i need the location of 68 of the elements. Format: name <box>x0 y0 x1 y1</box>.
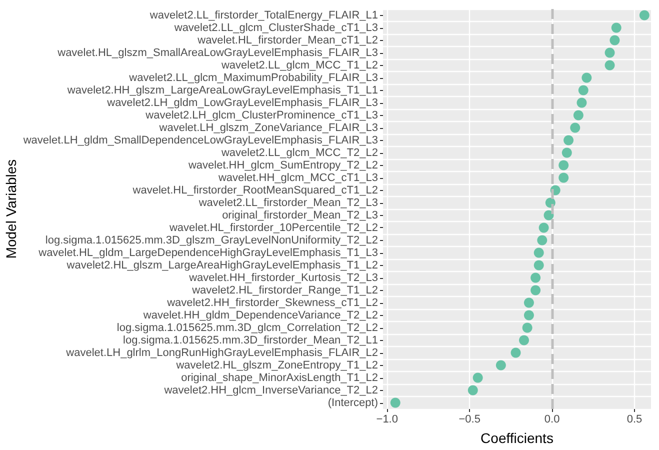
point <box>538 222 549 233</box>
y-tick-label: wavelet.HL_glszm_SmallAreaLowGrayLevelEmphasis_FLAIR_L3 <box>56 46 378 59</box>
y-tick-label: wavelet.LH_gldm_SmallDependenceLowGrayLevelEmphasis_FLAIR_L3 <box>22 134 378 146</box>
y-tick-label: wavelet2.HH_firstorder_Skewness_cT1_L2 <box>166 296 378 309</box>
point <box>496 360 506 370</box>
y-tick-label: wavelet2.HL_glszm_LargeAreaHighGrayLevelEmphasis_T1_L2 <box>66 259 378 272</box>
y-tick-label: wavelet2.LL_glcm_MCC_T1_L2 <box>220 59 378 72</box>
y-axis-title: Model Variables <box>3 159 19 259</box>
point <box>530 285 541 296</box>
point <box>576 98 587 108</box>
point <box>610 35 620 46</box>
y-tick-label: wavelet2.HH_glcm_InverseVariance_T2_L2 <box>163 384 378 396</box>
y-tick-label: wavelet2.LL_firstorder_TotalEnergy_FLAIR_L1 <box>148 9 378 22</box>
point <box>524 298 534 308</box>
point <box>573 110 584 120</box>
point <box>562 148 572 158</box>
y-tick-label: wavelet2.HH_glszm_LargeAreaLowGrayLevelEmphasis_T1_L1 <box>66 84 378 96</box>
x-tick-label: −0.5 <box>458 414 480 426</box>
y-tick-label: wavelet2.LL_glcm_MaximumProbability_FLAIR_L3 <box>128 72 378 84</box>
point <box>519 335 530 346</box>
y-tick-label: wavelet2.HL_glszm_ZoneEntropy_T1_L2 <box>175 359 378 372</box>
point <box>390 398 400 408</box>
y-tick-label: wavelet.LH_glrlm_LongRunHighGrayLevelEmphasis_FLAIR_L2 <box>65 346 378 359</box>
point <box>510 348 521 358</box>
y-tick-label: log.sigma.1.015625.mm.3D_glszm_GrayLevelNonUniformity_T2_L2 <box>45 234 378 246</box>
point <box>604 60 615 70</box>
x-tick-label: 0.5 <box>626 414 642 426</box>
y-tick-label: wavelet2.HL_firstorder_Range_T1_L2 <box>191 284 378 296</box>
point <box>472 372 483 383</box>
point <box>468 385 478 396</box>
point <box>524 310 534 320</box>
x-tick-label: −1.0 <box>376 414 398 426</box>
y-tick-label: wavelet.HL_firstorder_10Percentile_T2_L2 <box>168 222 378 234</box>
y-tick-label: wavelet2.LL_glcm_MCC_T2_L2 <box>220 146 378 159</box>
y-tick-label: wavelet.HL_firstorder_Mean_cT1_L2 <box>196 34 378 46</box>
y-tick-label: wavelet2.LH_glcm_ClusterProminence_cT1_L3 <box>144 109 378 122</box>
y-tick-label: log.sigma.1.015625.mm.3D_glcm_Correlation_T2_L2 <box>116 322 378 334</box>
y-tick-label: wavelet.HH_glcm_MCC_cT1_L3 <box>217 172 378 184</box>
point <box>570 122 580 133</box>
point <box>611 22 622 33</box>
y-tick-label: wavelet2.LL_firstorder_Mean_T2_L3 <box>198 196 378 209</box>
y-tick-label: log.sigma.1.015625.mm.3D_firstorder_Mean_T2_L1 <box>123 334 378 346</box>
point <box>534 248 544 258</box>
y-tick-label: original_firstorder_Mean_T2_L3 <box>222 209 378 222</box>
y-tick-label: wavelet.HH_firstorder_Kurtosis_T2_L3 <box>188 272 378 284</box>
y-tick-label: (Intercept) <box>328 396 378 409</box>
y-tick-label: wavelet.HH_glcm_SumEntropy_T2_L2 <box>187 159 378 172</box>
y-tick-label: wavelet.HL_gldm_LargeDependenceHighGrayLevelEmphasis_T1_L3 <box>38 246 378 259</box>
point <box>534 260 544 270</box>
point <box>522 322 532 333</box>
point <box>530 272 541 283</box>
y-tick-label: wavelet2.LH_gldm_LowGrayLevelEmphasis_FLAIR_L3 <box>106 96 378 109</box>
point <box>604 48 615 58</box>
y-tick-label: wavelet.LH_glszm_ZoneVariance_FLAIR_L3 <box>158 122 378 134</box>
x-tick-label: 0.0 <box>544 414 560 426</box>
point <box>578 85 588 96</box>
y-tick-label: wavelet2.LL_glcm_ClusterShade_cT1_L3 <box>173 22 378 34</box>
point <box>544 210 554 220</box>
point <box>558 160 569 170</box>
point <box>564 135 574 146</box>
x-axis-title: Coefficients <box>480 430 554 446</box>
point <box>558 172 569 183</box>
point <box>537 235 548 246</box>
y-tick-label: wavelet.HL_firstorder_RootMeanSquared_cT1_L2 <box>132 184 378 196</box>
point <box>582 72 592 83</box>
y-tick-label: original_shape_MinorAxisLength_T1_L2 <box>181 372 378 384</box>
y-tick-label: wavelet.HH_gldm_DependenceVariance_T2_L2 <box>142 309 378 322</box>
point <box>639 10 650 20</box>
